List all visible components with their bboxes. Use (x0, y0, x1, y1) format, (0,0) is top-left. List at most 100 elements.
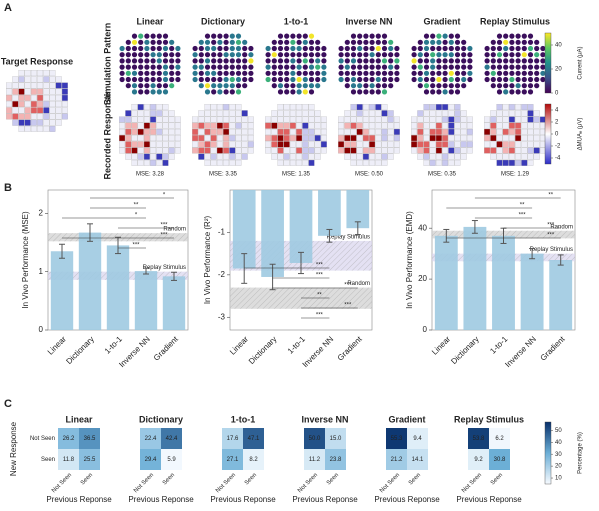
response-cell (235, 104, 242, 111)
cell-label: 25.5 (84, 457, 96, 463)
response-cell (296, 104, 303, 111)
response-grid (6, 70, 68, 132)
significance-label: *** (316, 263, 324, 269)
bar (463, 226, 487, 330)
response-cell (156, 153, 163, 160)
response-cell (241, 147, 248, 154)
electrode (454, 39, 461, 45)
response-cell (356, 128, 363, 135)
response-cell (12, 94, 19, 101)
electrode (290, 70, 296, 76)
electrode (503, 39, 509, 45)
electrode (162, 33, 169, 39)
response-cell (308, 141, 315, 148)
electrode (430, 58, 436, 64)
electrode (394, 70, 400, 76)
electrode (271, 39, 277, 45)
response-cell (143, 128, 150, 135)
response-cell (137, 116, 144, 123)
response-cell (229, 116, 236, 123)
electrode (308, 52, 315, 58)
response-cell (289, 153, 296, 160)
electrode (265, 70, 271, 76)
response-cell (216, 147, 223, 154)
response-cell (210, 153, 217, 160)
response-cell (356, 141, 363, 148)
response-cell (210, 159, 217, 166)
electrode (284, 70, 290, 76)
electrode (198, 83, 204, 89)
response-cell (192, 128, 199, 135)
electrode (490, 39, 496, 45)
response-cell (49, 113, 56, 120)
response-cell (247, 122, 254, 129)
significance-label: * (135, 213, 138, 219)
electrode (430, 33, 436, 39)
response-cell (454, 128, 461, 135)
response-cell (24, 119, 31, 126)
response-cell (43, 101, 50, 108)
electrode (235, 52, 242, 58)
electrode (229, 70, 235, 76)
response-cell (527, 116, 534, 123)
heatmap-cell (222, 449, 243, 470)
response-cell (515, 153, 522, 160)
electrode (296, 89, 302, 95)
cell-label: 22.4 (145, 436, 157, 442)
response-cell (156, 159, 163, 166)
response-cell (216, 104, 223, 111)
electrode (454, 64, 461, 70)
cell-label: 9.4 (413, 436, 422, 442)
heatmap-title: Dictionary (139, 414, 183, 424)
bar (261, 190, 284, 277)
response-cell (137, 159, 144, 166)
response-cell (204, 135, 211, 142)
electrode (156, 70, 162, 76)
y-tick-label: -2 (218, 270, 226, 279)
response-cell (223, 147, 230, 154)
response-cell (460, 141, 467, 148)
electrode (175, 76, 181, 83)
electrode (150, 89, 156, 95)
response-cell (30, 113, 37, 120)
electrode (369, 52, 375, 58)
response-cell (381, 122, 388, 129)
response-cell (192, 116, 199, 123)
electrode (284, 76, 290, 83)
electrode (461, 76, 467, 83)
response-cell (362, 104, 369, 111)
cell-label: 6.2 (495, 436, 504, 442)
electrode (357, 58, 363, 64)
response-cell (423, 135, 430, 142)
response-cell (508, 159, 515, 166)
heatmap-title: Inverse NN (301, 414, 348, 424)
electrode (138, 83, 144, 89)
response-cell (435, 135, 442, 142)
electrode (423, 83, 430, 89)
response-cell (429, 141, 436, 148)
response-cell (442, 135, 449, 142)
electrode (344, 52, 350, 58)
response-cell (119, 128, 126, 135)
electrode (454, 70, 461, 76)
electrode (198, 70, 204, 76)
electrode (363, 83, 369, 89)
response-cell (411, 147, 418, 154)
response-cell (369, 110, 376, 117)
response-cell (302, 128, 309, 135)
response-cell (55, 107, 62, 114)
response-cell (137, 147, 144, 154)
electrode (131, 45, 138, 52)
electrode (381, 39, 388, 45)
electrode (302, 64, 308, 70)
cell-label: 5.9 (167, 457, 176, 463)
electrode (131, 76, 138, 83)
electrode (284, 58, 290, 64)
mse-label: MSE: 3.28 (136, 172, 165, 178)
response-cell (30, 119, 37, 126)
electrode (162, 39, 169, 45)
electrode (490, 45, 496, 52)
electrode (302, 89, 308, 95)
colorbar-label: Percentage (%) (578, 432, 584, 474)
panel-label: B (4, 182, 12, 194)
